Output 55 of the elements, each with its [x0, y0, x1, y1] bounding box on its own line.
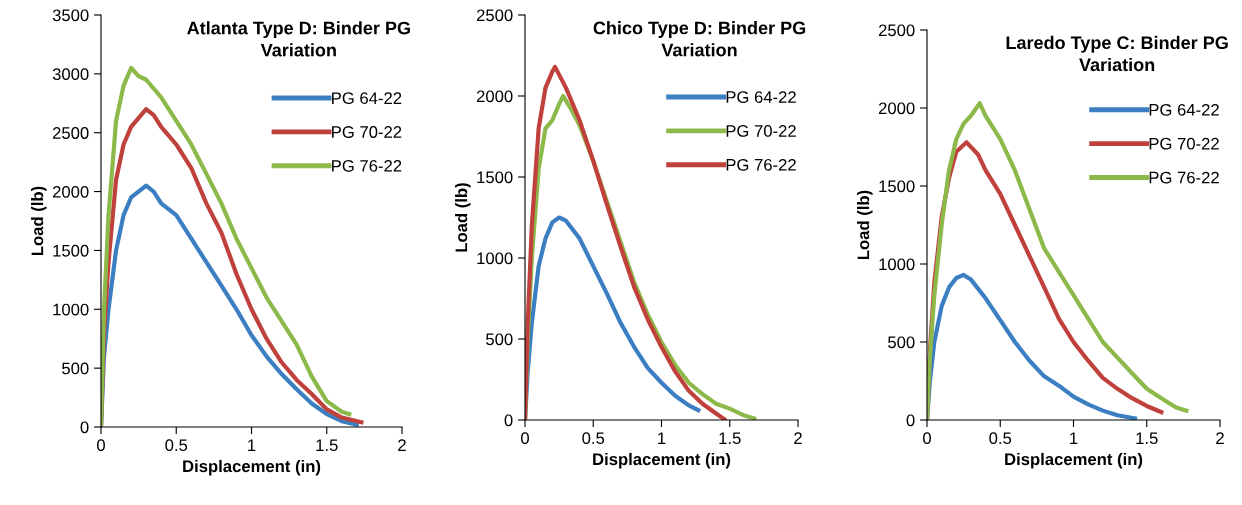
y-tick-label: 1000 [53, 303, 89, 316]
y-tick-label: 0 [80, 421, 89, 434]
text: Chico Type D: Binder PG Variation [593, 21, 806, 57]
x-tick-label: 2 [398, 439, 406, 451]
x-tick-label: 0 [97, 439, 105, 452]
x-axis-title: Displacement (in) [183, 459, 321, 476]
legend-label: PG 76-22 [726, 158, 796, 171]
x-tick-label: 2 [1216, 432, 1224, 444]
y-axis-title: Load (lb) [857, 190, 873, 260]
line-series [525, 64, 727, 420]
legend-label: PG 64-22 [726, 91, 796, 103]
x-tick-label: 1.5 [719, 432, 741, 445]
y-tick-label: 0 [504, 414, 513, 427]
y-tick-label: 500 [486, 333, 513, 346]
legend-label: PG 76-22 [332, 159, 402, 172]
x-tick-label: 1.5 [316, 439, 338, 452]
y-tick-label: 2000 [52, 185, 89, 198]
y-tick-label: 1500 [879, 180, 915, 193]
legend-label: PG 76-22 [1149, 171, 1219, 184]
y-tick-label: 1000 [879, 258, 915, 271]
y-axis-title: Load (lb) [31, 186, 47, 256]
y-tick-label: 0 [906, 414, 915, 427]
y-tick-label: 1500 [477, 171, 513, 184]
x-tick-label: 0 [923, 432, 931, 445]
x-tick-label: 0.5 [165, 439, 188, 452]
legend-label: PG 64-22 [332, 92, 402, 105]
text: Atlanta Type D: Binder PG Variation [187, 21, 410, 57]
x-tick-label: 0 [521, 432, 529, 445]
legend-label: PG 70-22 [726, 125, 796, 137]
x-tick-label: 1 [248, 439, 256, 451]
x-axis-title: Displacement (in) [1005, 452, 1143, 469]
x-tick-label: 2 [794, 432, 802, 444]
y-tick-label: 2500 [52, 127, 89, 139]
y-tick-label: 3000 [52, 68, 89, 81]
x-tick-label: 0.5 [989, 432, 1012, 445]
line-series [101, 65, 352, 427]
y-tick-label: 500 [62, 362, 89, 375]
legend-label: PG 70-22 [1149, 137, 1219, 150]
y-tick-label: 500 [888, 336, 915, 349]
y-tick-label: 2000 [476, 90, 513, 103]
x-tick-label: 1 [658, 432, 666, 444]
legend-label: PG 70-22 [332, 126, 402, 138]
y-axis-title: Load (lb) [455, 183, 471, 252]
y-tick-label: 2500 [476, 9, 513, 22]
y-tick-label: 2000 [878, 102, 915, 115]
text: Laredo Type C: Binder PG Variation [1006, 35, 1228, 72]
x-tick-label: 1.5 [1136, 432, 1158, 445]
legend-label: PG 64-22 [1149, 103, 1219, 116]
y-tick-label: 1000 [477, 252, 513, 265]
x-tick-label: 1 [1070, 432, 1078, 444]
y-tick-label: 2500 [878, 24, 915, 37]
x-tick-label: 0.5 [582, 432, 605, 445]
y-tick-label: 3500 [52, 9, 89, 22]
y-tick-label: 1500 [53, 244, 89, 257]
x-axis-title: Displacement (in) [593, 452, 731, 469]
